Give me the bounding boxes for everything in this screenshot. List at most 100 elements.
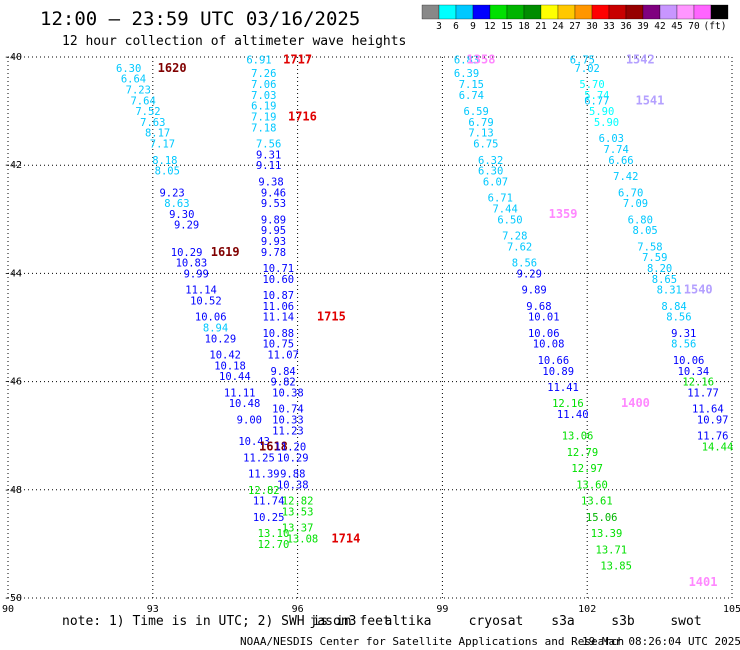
pass-time-label: 1714 [331,531,360,545]
wave-height-value: 8.56 [512,258,537,270]
wave-height-value: 8.31 [657,285,682,297]
wave-height-value: 10.71 [262,263,294,275]
satellite-legend: jason3 altika cryosat s3a s3b swot [310,614,702,629]
wave-height-value: 10.66 [538,355,570,367]
wave-height-value: 7.03 [251,90,276,102]
chart-subtitle: 12 hour collection of altimeter wave hei… [62,34,406,49]
wave-height-value: 10.33 [272,414,304,426]
wave-height-value: 10.87 [262,290,294,302]
wave-height-value: 13.06 [562,431,594,443]
wave-height-value: 9.00 [237,414,262,426]
wave-height-value: 12.70 [258,539,290,551]
wave-height-value: 8.84 [661,301,686,313]
colorbar-swatch [574,4,593,20]
wave-height-value: 10.42 [209,350,241,362]
wave-height-value: 9.68 [526,301,551,313]
wave-height-value: 13.39 [591,528,623,540]
wave-height-value: 12.97 [571,463,603,475]
wave-height-value: 11.40 [557,409,589,421]
wave-height-value: 9.84 [270,366,295,378]
wave-height-value: 8.65 [652,274,677,286]
wave-height-value: 7.63 [140,117,165,129]
x-tick-label: 96 [292,604,304,615]
y-tick-label: -40 [4,52,22,63]
wave-height-value: 6.91 [246,55,271,67]
chart-title: 12:00 – 23:59 UTC 03/16/2025 [40,8,360,30]
wave-height-value: 7.09 [623,198,648,210]
wave-height-value: 14.44 [702,442,734,454]
wave-height-value: 10.06 [195,312,227,324]
wave-height-value: 11.11 [224,387,256,399]
pass-time-label: 1620 [158,61,187,75]
footer-timestamp: 19 Mar 08:26:04 UTC 2025 [582,635,740,648]
wave-height-value: 7.23 [126,84,151,96]
wave-height-value: 10.48 [229,398,261,410]
wave-height-value: 6.79 [468,117,493,129]
wave-height-value: 6.70 [618,187,643,199]
wave-height-value: 8.94 [203,323,228,335]
pass-time-label: 1542 [626,53,655,67]
wave-height-value: 6.30 [478,166,503,178]
pass-time-label: 1541 [635,93,664,107]
wave-height-value: 6.64 [121,74,146,86]
wave-height-value: 11.74 [253,496,285,508]
colorbar-label: 33 [603,21,614,32]
wave-height-value: 8.05 [632,225,657,237]
wave-height-value: 10.44 [219,371,251,383]
wave-height-value: 11.64 [692,404,724,416]
wave-height-value: 15.06 [586,512,618,524]
wave-height-value: 11.25 [243,452,275,464]
y-tick-label: -50 [4,593,22,604]
wave-height-value: 9.30 [169,209,194,221]
x-tick-label: 90 [2,604,14,615]
wave-height-value: 7.15 [459,79,484,91]
wave-height-value: 12.16 [682,377,714,389]
wave-height-value: 8.20 [647,263,672,275]
wave-height-value: 7.62 [507,241,532,253]
wave-height-value: 11.23 [272,425,304,437]
wave-height-value: 6.74 [459,90,484,102]
wave-height-value: 7.28 [502,231,527,243]
wave-height-value: 6.71 [488,193,513,205]
colorbar-swatch [506,4,525,20]
wave-height-value: 7.59 [642,252,667,264]
wave-height-value: 9.82 [270,377,295,389]
x-tick-label: 93 [147,604,159,615]
wave-height-value: 6.83 [454,55,479,67]
wave-height-value: 11.06 [262,301,294,313]
wave-height-value: 7.13 [468,128,493,140]
wave-height-value: 7.26 [251,68,276,80]
colorbar-label: 6 [453,21,459,32]
wave-height-value: 9.11 [256,160,281,172]
pass-time-label: 1401 [689,575,718,589]
wave-height-value: 6.75 [570,55,595,67]
chart-grid [7,56,733,599]
pass-time-label: 1716 [288,110,317,124]
wave-height-value: 10.38 [277,479,309,491]
wave-height-value: 10.25 [253,512,285,524]
wave-height-value: 10.74 [272,404,304,416]
wave-height-value: 10.43 [238,436,270,448]
wave-height-value: 12.79 [567,447,599,459]
wave-height-value: 7.18 [251,122,276,134]
colorbar-swatch [455,4,474,20]
wave-height-value: 10.08 [533,339,565,351]
satellite-legend-item: jason3 [310,614,357,629]
wave-height-value: 5.90 [589,106,614,118]
wave-height-value: 9.31 [671,328,696,340]
pass-time-label: 1400 [621,396,650,410]
colorbar-swatch [472,4,491,20]
x-tick-label: 102 [578,604,596,615]
wave-height-value: 10.75 [262,339,294,351]
colorbar-legend: 3 6 9 12 15 18 21 24 27 30 33 36 39 42 45 70 (ft) [421,4,729,32]
wave-height-values: 6.306.647.237.647.527.638.177.178.188.05… [116,53,733,589]
wave-height-value: 10.01 [528,312,560,324]
wave-height-value: 9.89 [521,285,546,297]
satellite-legend-item: s3a [551,614,574,629]
wave-height-value: 9.29 [174,220,199,232]
wave-height-value: 7.19 [251,112,276,124]
wave-height-value: 10.06 [673,355,705,367]
wave-height-value: 9.31 [256,149,281,161]
x-tick-label: 105 [723,604,740,615]
